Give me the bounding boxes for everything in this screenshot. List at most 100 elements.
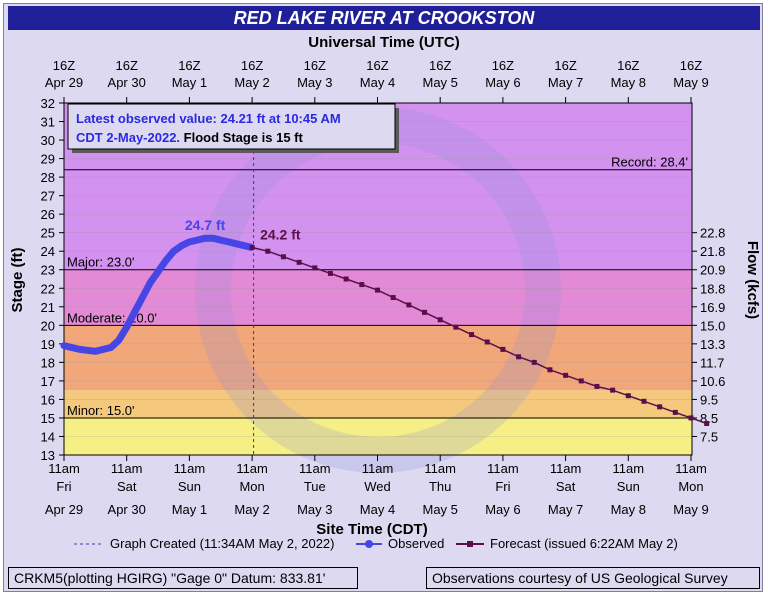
x-top-tick-date: May 6 bbox=[485, 75, 520, 90]
x-tick-date: May 9 bbox=[673, 502, 708, 517]
forecast-point bbox=[422, 309, 428, 315]
forecast-point bbox=[625, 393, 631, 399]
x-tick-date: May 6 bbox=[485, 502, 520, 517]
x-tick-date: Apr 29 bbox=[45, 502, 83, 517]
bottom-axis-title: Site Time (CDT) bbox=[316, 521, 427, 538]
y-tick-label: 23 bbox=[41, 263, 55, 278]
x-top-tick-time: 16Z bbox=[304, 58, 326, 73]
y-tick-label: 20 bbox=[41, 318, 55, 333]
y-tick-label: 24 bbox=[41, 244, 55, 259]
forecast-point bbox=[265, 248, 271, 254]
flow-tick-label: 21.8 bbox=[700, 244, 725, 259]
x-tick-time: 11am bbox=[299, 461, 331, 476]
info-box-line1: Latest observed value: 24.21 ft at 10:45… bbox=[76, 111, 341, 126]
x-top-tick-time: 16Z bbox=[617, 58, 639, 73]
observed-peak-label: 24.7 ft bbox=[185, 217, 226, 233]
forecast-point bbox=[578, 378, 584, 384]
x-tick-date: May 5 bbox=[422, 502, 457, 517]
x-top-tick-date: May 8 bbox=[611, 75, 646, 90]
x-tick-day: Fri bbox=[56, 479, 71, 494]
y-tick-label: 18 bbox=[41, 355, 55, 370]
forecast-point bbox=[296, 259, 302, 265]
flow-tick-label: 16.9 bbox=[700, 300, 725, 315]
y-tick-label: 30 bbox=[41, 133, 55, 148]
legend-observed-label: Observed bbox=[388, 536, 444, 551]
legend-forecast-label: Forecast (issued 6:22AM May 2) bbox=[490, 536, 678, 551]
threshold-label-record: Record: 28.4' bbox=[611, 155, 688, 170]
forecast-point bbox=[390, 295, 396, 301]
forecast-point bbox=[516, 354, 522, 360]
y-tick-label: 17 bbox=[41, 374, 55, 389]
y-tick-label: 31 bbox=[41, 115, 55, 130]
flow-tick-label: 10.6 bbox=[700, 374, 725, 389]
forecast-point bbox=[327, 270, 333, 276]
x-top-tick-date: Apr 30 bbox=[108, 75, 146, 90]
forecast-point bbox=[704, 421, 710, 427]
y-tick-label: 29 bbox=[41, 152, 55, 167]
x-top-tick-date: May 3 bbox=[297, 75, 332, 90]
forecast-point bbox=[375, 287, 380, 293]
x-tick-day: Tue bbox=[304, 479, 326, 494]
y-tick-label: 14 bbox=[41, 429, 55, 444]
x-tick-time: 11am bbox=[550, 461, 582, 476]
forecast-point bbox=[500, 346, 506, 352]
right-axis-title: Flow (kcfs) bbox=[744, 241, 761, 319]
x-tick-date: May 1 bbox=[172, 502, 207, 517]
threshold-label-major: Major: 23.0' bbox=[67, 255, 135, 270]
x-top-tick-time: 16Z bbox=[554, 58, 576, 73]
forecast-point bbox=[453, 324, 459, 330]
x-top-tick-date: May 4 bbox=[360, 75, 395, 90]
x-top-tick-time: 16Z bbox=[429, 58, 451, 73]
x-tick-time: 11am bbox=[424, 461, 456, 476]
x-top-tick-time: 16Z bbox=[53, 58, 75, 73]
datum-note: CRKM5(plotting HGIRG) "Gage 0" Datum: 83… bbox=[8, 567, 358, 589]
forecast-point bbox=[406, 302, 412, 308]
flood-zone-3 bbox=[64, 390, 692, 418]
flow-tick-label: 18.8 bbox=[700, 281, 725, 296]
x-tick-time: 11am bbox=[675, 461, 707, 476]
x-top-tick-date: May 2 bbox=[234, 75, 269, 90]
x-tick-time: 11am bbox=[362, 461, 394, 476]
flow-tick-label: 22.8 bbox=[700, 226, 725, 241]
x-tick-day: Fri bbox=[495, 479, 510, 494]
forecast-point bbox=[672, 409, 678, 415]
x-top-tick-time: 16Z bbox=[680, 58, 702, 73]
x-top-tick-date: May 9 bbox=[673, 75, 708, 90]
forecast-start-label: 24.2 ft bbox=[260, 227, 301, 243]
x-tick-time: 11am bbox=[111, 461, 143, 476]
x-tick-date: Apr 30 bbox=[108, 502, 146, 517]
x-tick-date: May 8 bbox=[611, 502, 646, 517]
x-top-tick-date: May 5 bbox=[422, 75, 457, 90]
x-tick-day: Wed bbox=[364, 479, 391, 494]
forecast-point bbox=[343, 276, 349, 282]
y-tick-label: 26 bbox=[41, 207, 55, 222]
flow-tick-label: 9.5 bbox=[700, 392, 718, 407]
flood-zone-1 bbox=[64, 269, 692, 326]
y-tick-label: 25 bbox=[41, 226, 55, 241]
x-tick-time: 11am bbox=[613, 461, 645, 476]
x-tick-day: Sun bbox=[178, 479, 201, 494]
forecast-point bbox=[437, 317, 443, 323]
x-tick-day: Sat bbox=[556, 479, 576, 494]
x-top-tick-date: May 7 bbox=[548, 75, 583, 90]
forecast-point bbox=[312, 265, 318, 271]
info-box bbox=[67, 103, 396, 150]
forecast-point bbox=[657, 404, 663, 410]
forecast-point bbox=[688, 415, 694, 421]
x-top-tick-date: Apr 29 bbox=[45, 75, 83, 90]
forecast-point bbox=[469, 332, 475, 338]
x-top-tick-time: 16Z bbox=[492, 58, 514, 73]
y-tick-label: 15 bbox=[41, 411, 55, 426]
flood-zone-2 bbox=[64, 325, 692, 391]
top-axis-title: Universal Time (UTC) bbox=[308, 34, 459, 51]
flow-tick-label: 20.9 bbox=[700, 263, 725, 278]
x-tick-time: 11am bbox=[174, 461, 206, 476]
flow-tick-label: 13.3 bbox=[700, 337, 725, 352]
y-tick-label: 21 bbox=[41, 300, 55, 315]
observed-line bbox=[60, 234, 255, 355]
threshold-label-moderate: Moderate: 20.0' bbox=[67, 310, 157, 325]
x-tick-time: 11am bbox=[487, 461, 519, 476]
forecast-point bbox=[249, 245, 255, 251]
flow-tick-label: 7.5 bbox=[700, 429, 718, 444]
